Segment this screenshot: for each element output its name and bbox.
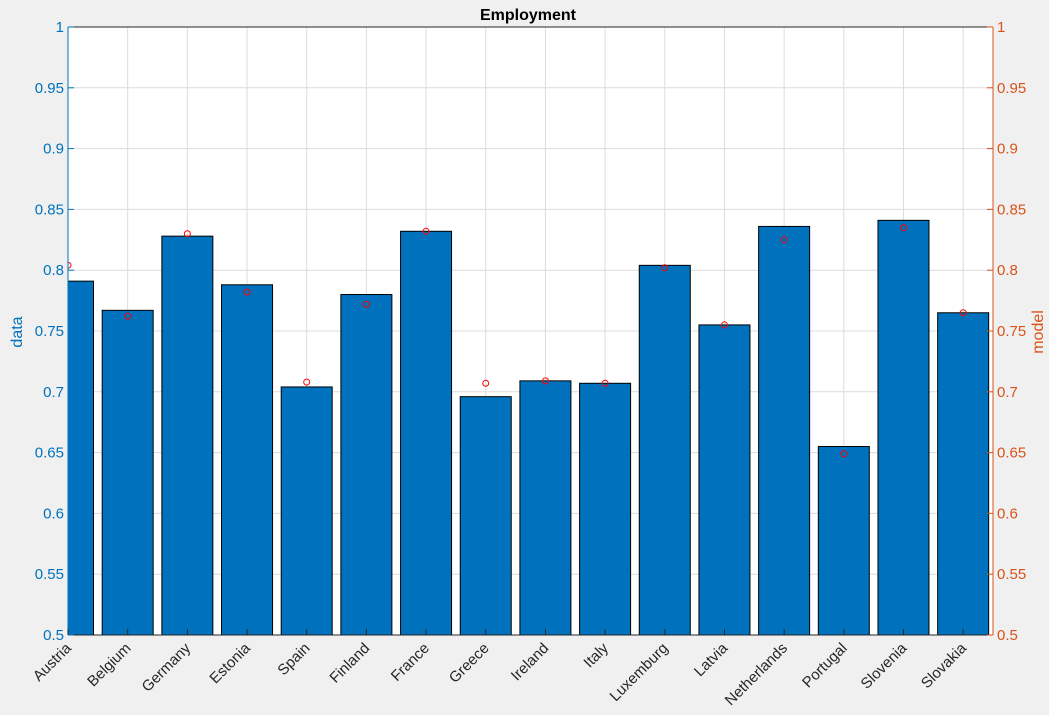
- axes: [67, 26, 994, 636]
- marker-italy: [601, 379, 609, 387]
- y-tick-label-right: 0.8: [997, 262, 1018, 279]
- bar-latvia: [698, 324, 751, 635]
- y-tick-label-left: 0.65: [35, 445, 64, 462]
- marker-slovenia: [899, 224, 907, 232]
- bar-austria: [68, 280, 94, 635]
- bar-portugal: [817, 446, 870, 635]
- marker-slovakia: [959, 309, 967, 317]
- marker-germany: [183, 230, 191, 238]
- bar-spain: [280, 386, 333, 635]
- y-tick-label-right: 0.85: [997, 201, 1026, 218]
- bar-series-data: [68, 219, 990, 635]
- marker-ireland: [541, 377, 549, 385]
- y-tick-label-right: 0.95: [997, 80, 1026, 97]
- marker-estonia: [243, 288, 251, 296]
- bar-slovenia: [877, 219, 930, 635]
- chart-title: Employment: [480, 7, 577, 24]
- y-axis-label-right: model: [1030, 310, 1047, 354]
- y-tick-label-right: 0.9: [997, 141, 1018, 158]
- marker-greece: [482, 379, 490, 387]
- y-tick-label-left: 0.7: [43, 384, 64, 401]
- marker-spain: [303, 378, 311, 386]
- bar-finland: [340, 294, 393, 635]
- bar-slovakia: [937, 312, 990, 635]
- y-tick-label-right: 0.65: [997, 445, 1026, 462]
- bar-italy: [579, 382, 632, 635]
- bar-netherlands: [758, 225, 811, 635]
- marker-austria: [68, 261, 72, 269]
- marker-portugal: [840, 450, 848, 458]
- y-tick-label-right: 0.75: [997, 323, 1026, 340]
- bar-ireland: [519, 380, 572, 635]
- bar-germany: [161, 235, 214, 635]
- y-tick-label-left: 0.85: [35, 201, 64, 218]
- y-tick-label-left: 0.9: [43, 141, 64, 158]
- marker-series-model: [68, 224, 967, 458]
- y-tick-label-left: 0.5: [43, 627, 64, 644]
- y-tick-label-left: 1: [56, 19, 64, 36]
- y-tick-label-right: 0.6: [997, 505, 1018, 522]
- y-axis-label-left: data: [9, 316, 26, 347]
- y-tick-label-left: 0.75: [35, 323, 64, 340]
- y-tick-label-right: 1: [997, 19, 1005, 36]
- marker-finland: [362, 300, 370, 308]
- bar-belgium: [101, 309, 154, 635]
- marker-luxemburg: [661, 264, 669, 272]
- y-tick-label-left: 0.6: [43, 505, 64, 522]
- y-tick-label-right: 0.5: [997, 627, 1018, 644]
- y-tick-label-left: 0.95: [35, 80, 64, 97]
- y-tick-label-left: 0.55: [35, 566, 64, 583]
- marker-latvia: [720, 321, 728, 329]
- bar-luxemburg: [638, 264, 691, 635]
- marker-belgium: [124, 312, 132, 320]
- y-tick-label-right: 0.55: [997, 566, 1026, 583]
- marker-netherlands: [780, 236, 788, 244]
- bar-france: [400, 230, 453, 635]
- marker-france: [422, 227, 430, 235]
- y-tick-label-right: 0.7: [997, 384, 1018, 401]
- y-tick-label-left: 0.8: [43, 262, 64, 279]
- bar-estonia: [221, 284, 274, 635]
- bar-greece: [459, 396, 512, 635]
